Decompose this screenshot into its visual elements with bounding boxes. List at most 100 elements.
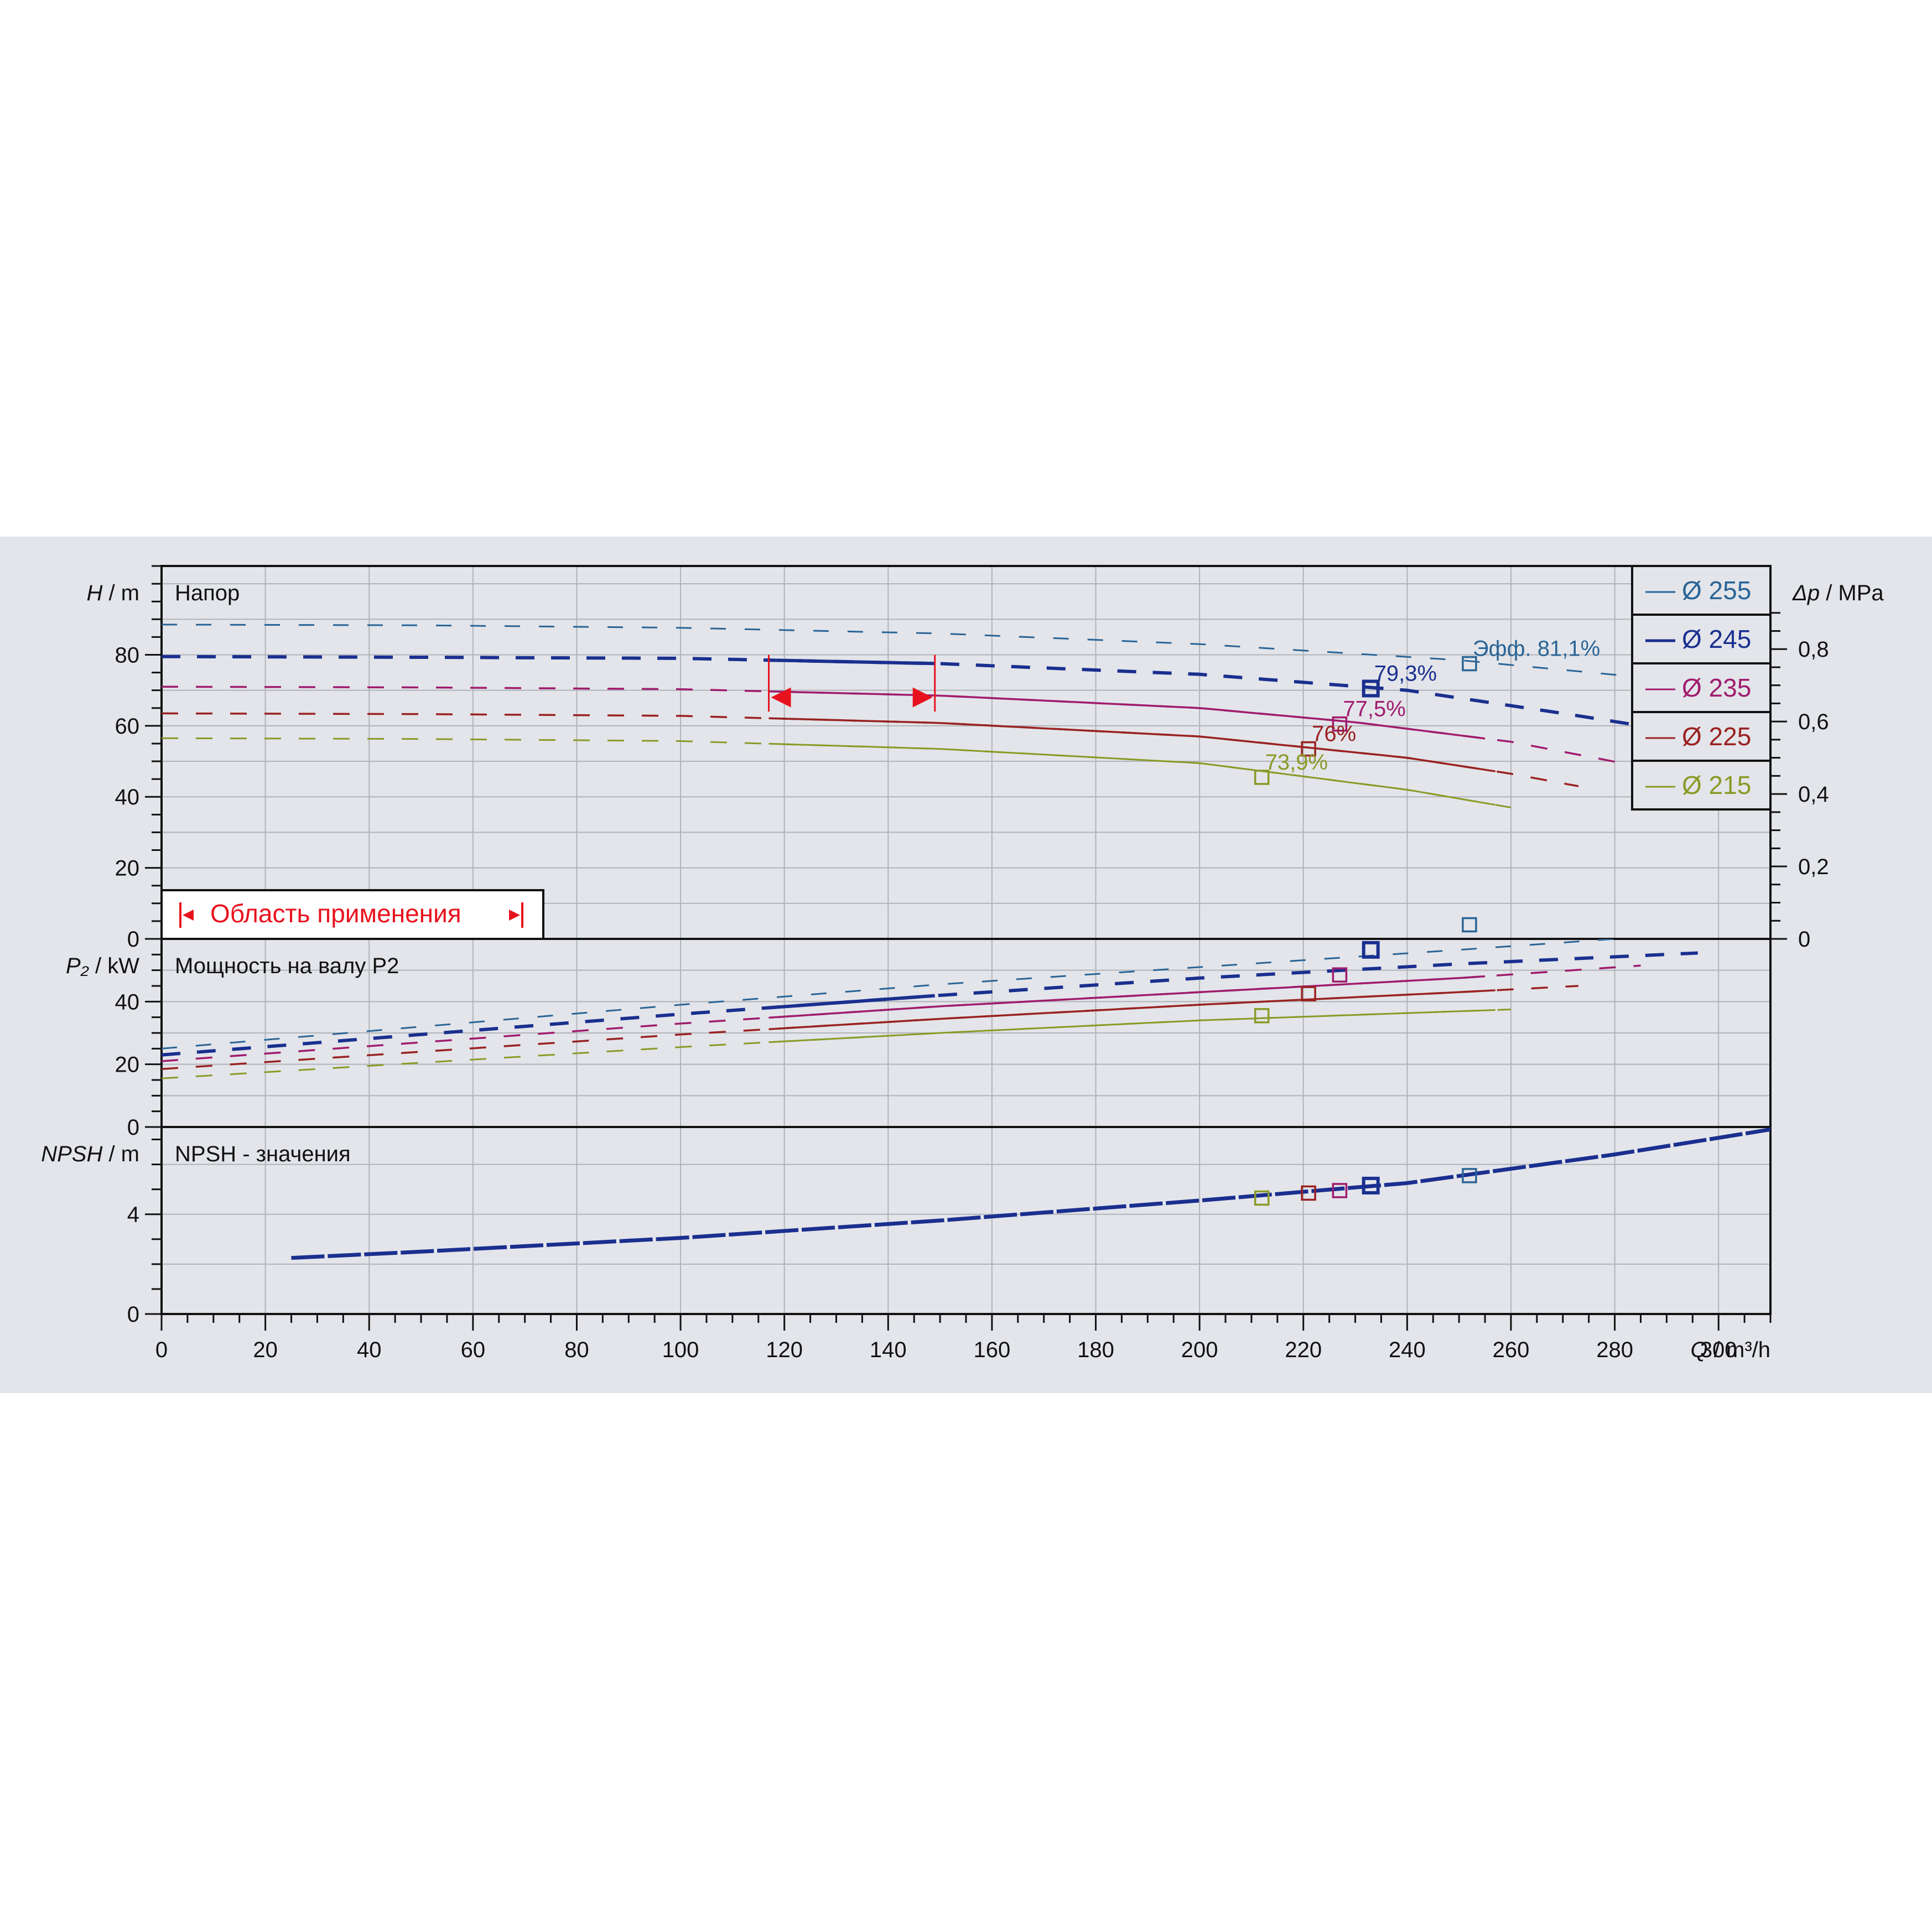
series-solid-d215 — [768, 742, 1496, 806]
range-right-arrow — [912, 687, 933, 708]
x-tick-label: 20 — [253, 1338, 278, 1362]
y-axis-var: P₂ — [66, 954, 95, 978]
y-axis-var: NPSH — [41, 1142, 108, 1166]
range-legend-box — [160, 889, 544, 940]
y-axis-unit: / m — [108, 581, 139, 605]
legend-label-d245: Ø 245 — [1682, 625, 1751, 653]
y-tick-label: 40 — [115, 990, 140, 1014]
legend-cell — [1631, 760, 1772, 811]
power-title: Мощность на валу P2 — [175, 954, 399, 978]
legend-cell — [1631, 711, 1772, 762]
bep-label-d225: 76% — [1312, 722, 1356, 746]
y-axis-label: NPSH / m — [41, 1142, 139, 1166]
x-tick-label: 120 — [766, 1338, 803, 1362]
series-line-d215 — [162, 1009, 1512, 1079]
y-tick-label: 40 — [115, 785, 140, 809]
range-left-arrow — [771, 687, 791, 708]
bep-marker-d215 — [1254, 1190, 1270, 1206]
bep-marker-d225 — [1301, 741, 1316, 757]
series-solid-d245 — [768, 994, 935, 1010]
bep-marker-d235 — [1332, 716, 1348, 732]
range-legend-arrow-right — [509, 910, 520, 921]
bep-marker-d235 — [1332, 967, 1348, 983]
x-tick-label: 160 — [974, 1338, 1011, 1362]
bep-marker-d225 — [1301, 986, 1316, 1001]
x-axis: 0 20 40 60 80 100 120 140 160 180 200 220 240 260 280 3… — [155, 1314, 1772, 1362]
bep-marker-d215 — [1254, 1008, 1270, 1024]
legend-cell — [1631, 565, 1772, 616]
x-tick-label: 60 — [461, 1338, 486, 1362]
legend-label-d255: Ø 255 — [1682, 576, 1751, 605]
x-tick-label: 100 — [662, 1338, 699, 1362]
bep-marker-d215 — [1254, 770, 1270, 785]
right-y-axis-var: Δp — [1792, 581, 1826, 605]
right-y-axis-label: Δp / MPa — [1792, 581, 1884, 605]
y-tick-label: 20 — [115, 1053, 140, 1077]
x-tick-label: 0 — [155, 1338, 168, 1362]
range-legend-label: Область применения — [210, 899, 461, 928]
x-tick-label: 40 — [357, 1338, 382, 1362]
range-legend-arrow-left — [183, 910, 194, 921]
npsh-series — [291, 1128, 1770, 1260]
legend-label-d225: Ø 225 — [1682, 722, 1751, 751]
x-tick-label: 300 — [1700, 1338, 1737, 1362]
bep-marker-d255 — [1462, 1168, 1477, 1183]
x-tick-label: 80 — [564, 1338, 589, 1362]
x-tick-label: 240 — [1389, 1338, 1426, 1362]
npsh-panel: 0 4 NPSH / m NPSH - значения — [41, 1126, 1772, 1327]
power-panel: 0 20 40 P₂ / kW Мощность на валу P2 — [66, 917, 1772, 1140]
y-tick-label: 60 — [115, 714, 140, 739]
bep-marker-d255 — [1462, 917, 1477, 933]
y-axis-label: P₂ / kW — [66, 954, 139, 978]
series-line-d245 — [162, 951, 1698, 1057]
pump-curve-panel: 0 20 40 60 80 H / m Напор 0 0,2 0,4 0,6 0,8 Δp / MPa… — [0, 537, 1932, 1393]
npsh-frame — [160, 1126, 1772, 1315]
x-tick-label: 220 — [1285, 1338, 1322, 1362]
legend-label-d215: Ø 215 — [1682, 771, 1751, 799]
right-y-tick-label: 0,6 — [1798, 710, 1829, 734]
y-axis-unit: / m — [108, 1142, 139, 1166]
x-axis-label: Q / m³/h — [1691, 1338, 1770, 1362]
series-line-d235 — [162, 685, 1641, 768]
series-line-d225 — [162, 985, 1578, 1070]
y-axis-label: H / m — [86, 581, 139, 605]
power-series — [162, 939, 1698, 1079]
y-axis-var: H — [86, 581, 108, 605]
y-tick-label: 4 — [127, 1203, 139, 1227]
y-axis-unit: / kW — [95, 954, 139, 978]
x-tick-label: 180 — [1077, 1338, 1114, 1362]
series-solid-d245 — [768, 658, 935, 666]
right-y-axis-unit: / MPa — [1826, 581, 1884, 605]
x-tick-label: 200 — [1181, 1338, 1218, 1362]
series-solid-d215 — [768, 1009, 1495, 1043]
right-y-tick-label: 0,8 — [1798, 637, 1829, 662]
y-tick-label: 0 — [127, 927, 139, 952]
x-axis-unit: / m³/h — [1714, 1338, 1770, 1362]
head-title: Напор — [175, 581, 240, 605]
npsh-line — [291, 1128, 1770, 1260]
bep-marker-d225 — [1301, 1185, 1316, 1201]
right-y-tick-label: 0,2 — [1798, 855, 1829, 879]
npsh-title: NPSH - значения — [175, 1142, 351, 1166]
series-solid-d235 — [768, 975, 1486, 1019]
bep-label-d245: 79,3% — [1374, 661, 1437, 685]
bep-marker-d235 — [1332, 1183, 1348, 1198]
x-tick-label: 280 — [1596, 1338, 1633, 1362]
legend: Ø 255 Ø 245 Ø 235 Ø 225 Ø 215 — [1631, 565, 1772, 811]
right-y-tick-label: 0,4 — [1798, 782, 1829, 807]
bep-label-d255: Эфф. 81,1% — [1473, 637, 1600, 661]
x-tick-label: 260 — [1493, 1338, 1530, 1362]
y-tick-label: 80 — [115, 643, 140, 667]
x-axis-var: Q — [1691, 1338, 1714, 1362]
series-solid-d225 — [768, 989, 1495, 1030]
series-solid-d235 — [768, 690, 1486, 740]
bep-label-d215: 73,9% — [1265, 750, 1328, 775]
operating-range: Область применения — [160, 655, 936, 940]
bep-marker-d245 — [1362, 1176, 1380, 1194]
series-solid-d225 — [768, 717, 1496, 772]
right-y-tick-label: 0 — [1798, 927, 1810, 952]
legend-label-d235: Ø 235 — [1682, 673, 1751, 702]
bep-label-d235: 77,5% — [1343, 697, 1405, 721]
head-panel: 0 20 40 60 80 H / m Напор 0 0,2 0,4 0,6 0,8 Δp / MPa… — [86, 565, 1884, 952]
